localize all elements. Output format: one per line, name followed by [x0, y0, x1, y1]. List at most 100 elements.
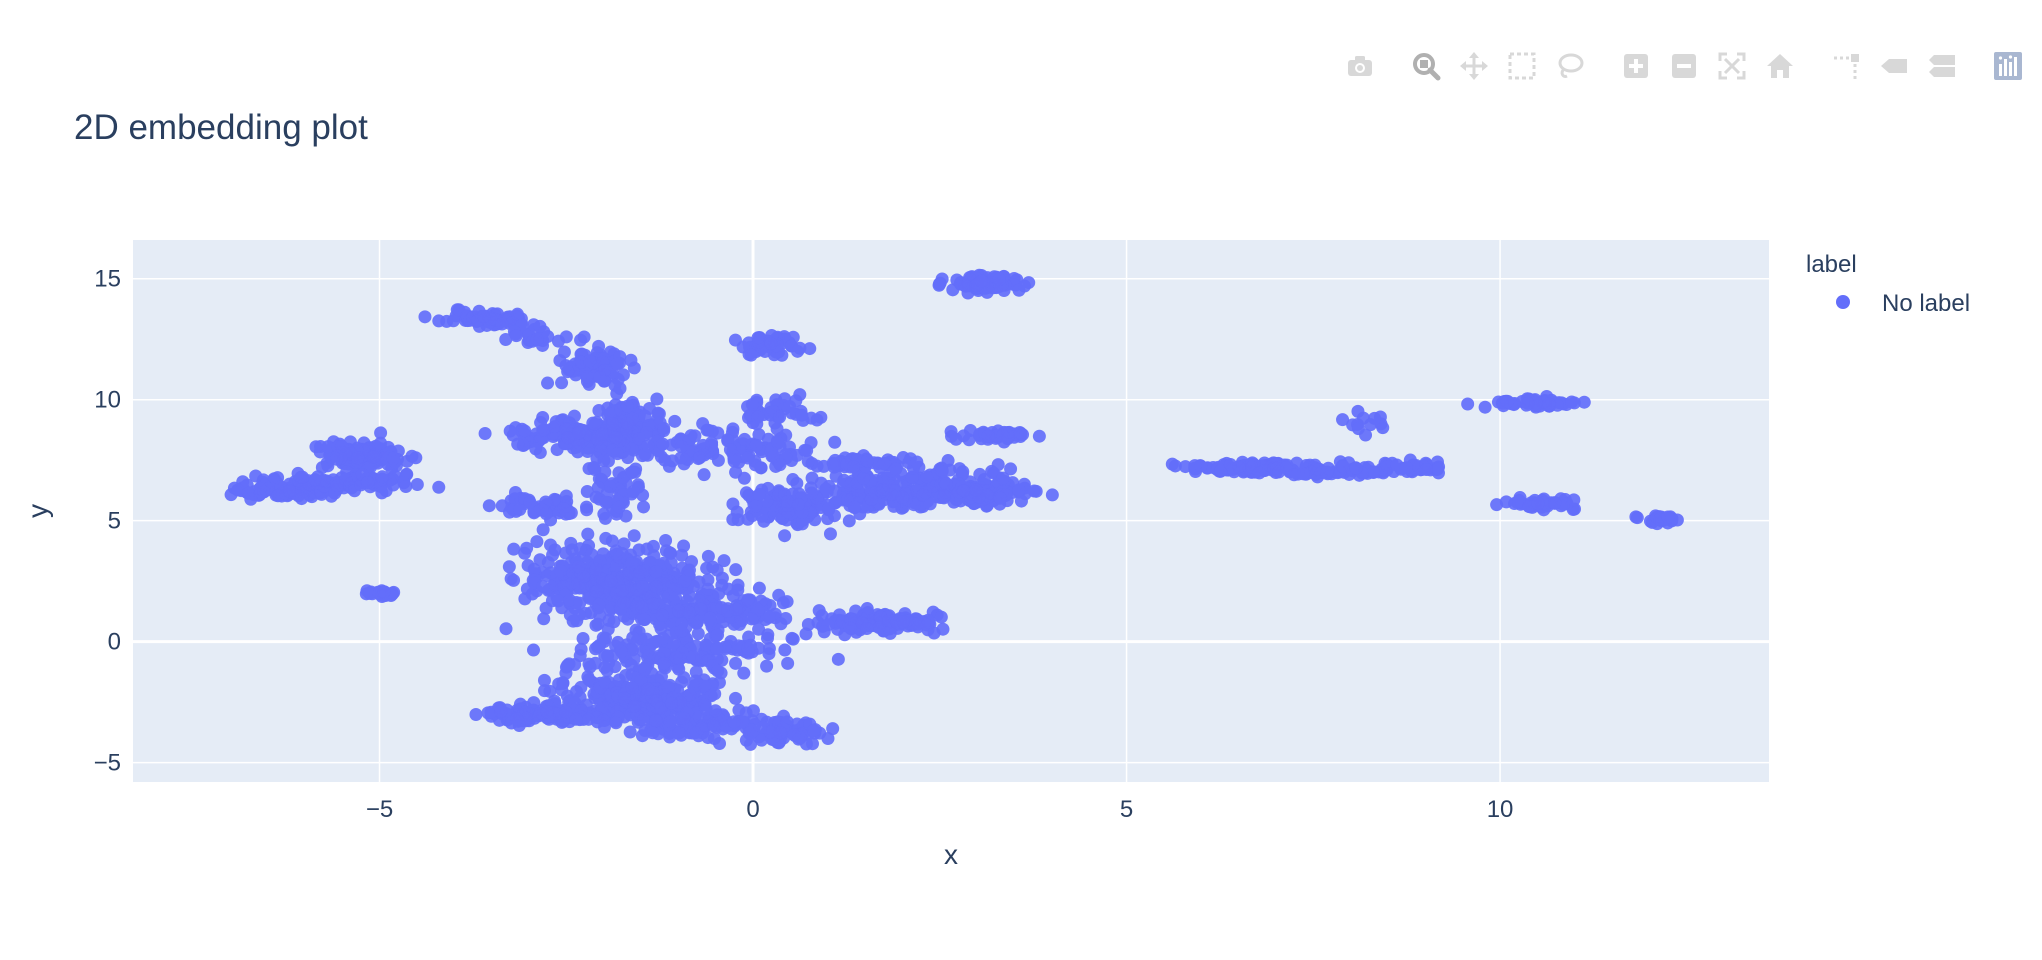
plot-background — [133, 240, 1769, 782]
scatter-point — [1012, 483, 1026, 497]
scatter-point — [282, 484, 296, 498]
scatter-point — [996, 429, 1010, 443]
scatter-point — [432, 480, 446, 494]
y-tick-label: 5 — [108, 508, 121, 535]
scatter-point — [619, 669, 633, 683]
scatter-point — [674, 440, 688, 454]
zoom-out-button[interactable] — [1660, 46, 1708, 86]
scatter-point — [814, 410, 828, 424]
scatter-point — [533, 553, 547, 567]
scatter-point — [596, 631, 610, 645]
scatter-point — [399, 480, 413, 494]
scatter-point — [711, 628, 725, 642]
scatter-point — [590, 584, 604, 598]
scatter-point — [551, 594, 565, 608]
scatter-point — [807, 723, 821, 737]
scatter-point — [790, 717, 804, 731]
scatter-point — [253, 481, 267, 495]
scatter-point — [494, 704, 508, 718]
scatter-point — [729, 602, 743, 616]
scatter-point — [551, 334, 565, 348]
lasso-select-button[interactable] — [1546, 46, 1594, 86]
scatter-point — [801, 454, 815, 468]
box-select-button[interactable] — [1498, 46, 1546, 86]
autoscale-icon — [1718, 52, 1746, 80]
scatter-point — [646, 726, 660, 740]
scatter-point — [996, 471, 1010, 485]
scatter-point — [593, 370, 607, 384]
scatter-point — [1321, 461, 1335, 475]
scatter-point — [520, 541, 534, 555]
scatter-point — [571, 436, 585, 450]
scatter-point — [295, 492, 309, 506]
scatter-point — [364, 460, 378, 474]
scatter-point — [822, 502, 836, 516]
scatter-point — [936, 622, 950, 636]
scatter-point — [949, 432, 963, 446]
scatter-point — [751, 603, 765, 617]
scatter-point — [741, 451, 755, 465]
scatter-point — [1016, 428, 1030, 442]
scatter-point — [828, 484, 842, 498]
scatter-point — [580, 500, 594, 514]
spike-lines-icon — [1834, 54, 1859, 79]
scatter-point — [717, 554, 731, 568]
scatter-point — [548, 578, 562, 592]
scatter-point — [555, 376, 569, 390]
plotly-logo-link[interactable] — [1984, 46, 2032, 86]
scatter-point — [744, 348, 758, 362]
scatter-point — [573, 596, 587, 610]
scatter-point — [367, 450, 381, 464]
scatter-point — [678, 574, 692, 588]
legend-item-no-label[interactable]: No label — [1836, 290, 1970, 317]
scatter-point — [741, 512, 755, 526]
legend-item-label: No label — [1882, 290, 1970, 317]
reset-axes-button[interactable] — [1756, 46, 1804, 86]
autoscale-button[interactable] — [1708, 46, 1756, 86]
scatter-point — [974, 274, 988, 288]
scatter-point — [308, 473, 322, 487]
scatter-point — [374, 426, 388, 440]
scatter-point — [826, 722, 840, 736]
scatter-point — [805, 486, 819, 500]
scatter-point — [638, 663, 652, 677]
scatter-point — [726, 422, 740, 436]
scatter-point — [1567, 493, 1581, 507]
scatter-point — [530, 332, 544, 346]
scatter-point — [933, 276, 947, 290]
scatter-point — [1045, 488, 1059, 502]
scatter-point — [502, 560, 516, 574]
zoom-in-button[interactable] — [1612, 46, 1660, 86]
scatter-point — [309, 440, 323, 454]
scatter-point — [536, 580, 550, 594]
scatter-point — [656, 437, 670, 451]
scatter-point — [1027, 484, 1041, 498]
scatter-point — [369, 439, 383, 453]
hover-compare-button[interactable] — [1918, 46, 1966, 86]
hover-closest-button[interactable] — [1870, 46, 1918, 86]
scatter-point — [477, 309, 491, 323]
spike-lines-button[interactable] — [1822, 46, 1870, 86]
scatter-point — [715, 601, 729, 615]
scatter-point — [641, 439, 655, 453]
scatter-point — [910, 455, 924, 469]
scatter-point — [781, 494, 795, 508]
zoom-in-icon — [1624, 54, 1648, 78]
scatter-point — [625, 557, 639, 571]
scatter-point — [482, 499, 496, 513]
download-plot-button[interactable] — [1336, 46, 1384, 86]
scatter-point — [605, 534, 619, 548]
zoom-button[interactable] — [1402, 46, 1450, 86]
scatter-point — [689, 674, 703, 688]
scatter-point — [741, 593, 755, 607]
scatter-point — [723, 443, 737, 457]
hover-compare-icon — [1929, 55, 1955, 77]
scatter-point — [693, 451, 707, 465]
scatter-point — [469, 707, 483, 721]
scatter-point — [330, 452, 344, 466]
scatter-point — [603, 407, 617, 421]
pan-button[interactable] — [1450, 46, 1498, 86]
x-tick-label: 0 — [746, 796, 759, 823]
chart-title: 2D embedding plot — [74, 108, 368, 147]
scatter-point — [548, 420, 562, 434]
